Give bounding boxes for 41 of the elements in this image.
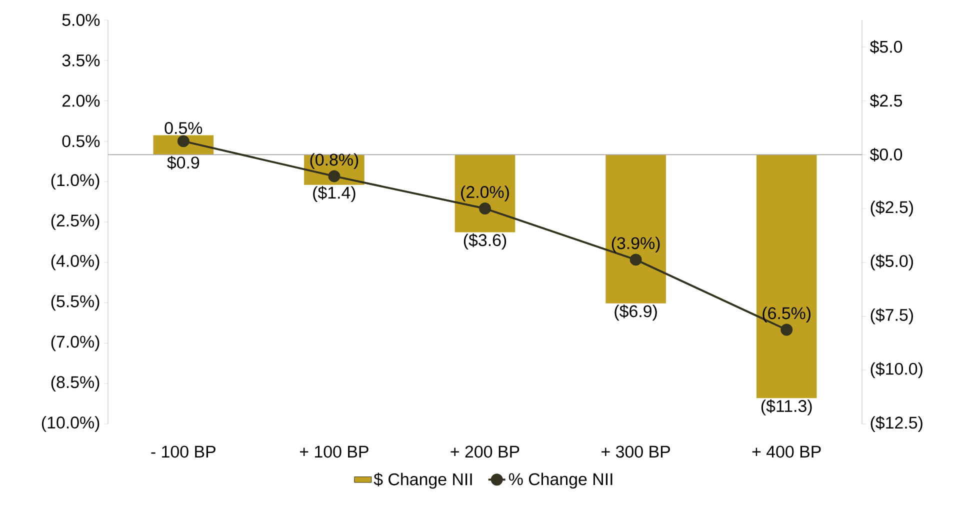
point	[479, 202, 491, 215]
y-tick-label: 2.0%	[62, 94, 100, 107]
y-tick-label: (2.5%)	[51, 214, 100, 230]
x-tick-label: - 100 BP	[151, 446, 216, 458]
y-tick-label: 0.5%	[62, 135, 100, 148]
data-label: $0.9	[167, 156, 200, 170]
data-label: (3.9%)	[612, 236, 660, 253]
y-tick-label: (10.0%)	[42, 416, 100, 432]
y-tick-label: (8.5%)	[51, 376, 100, 392]
y2-tick-label: ($2.5)	[870, 200, 913, 217]
data-label: (2.0%)	[461, 186, 509, 202]
x-tick-label: + 100 BP	[300, 446, 368, 458]
data-label: (6.5%)	[762, 306, 810, 323]
y-tick-label: (5.5%)	[51, 294, 100, 311]
y-tick-label: 5.0%	[62, 14, 100, 26]
y2-tick-label: $2.5	[870, 94, 902, 108]
legend-label: $ Change NII	[374, 472, 472, 489]
data-label: ($1.4)	[313, 186, 356, 202]
y-tick-label: 3.5%	[62, 54, 100, 66]
x-tick-label: + 200 BP	[450, 446, 520, 458]
y2-tick-label: $0.0	[870, 148, 902, 162]
y-tick-label: (4.0%)	[51, 254, 100, 270]
y-tick-label: (1.0%)	[51, 174, 100, 190]
y2-tick-label: ($12.5)	[870, 416, 922, 432]
y2-tick-label: ($5.0)	[870, 254, 913, 270]
point	[630, 254, 642, 266]
data-label: ($6.9)	[614, 304, 657, 321]
point	[177, 135, 190, 148]
legend-label: % Change NII	[508, 472, 612, 489]
data-label: ($3.6)	[464, 233, 506, 250]
y-tick-label: (7.0%)	[51, 335, 100, 352]
y2-tick-label: $5.0	[870, 40, 902, 54]
point	[328, 170, 340, 182]
y2-tick-label: ($7.5)	[870, 308, 913, 324]
data-label: ($11.3)	[761, 399, 812, 416]
x-tick-label: + 400 BP	[752, 446, 821, 458]
point	[780, 324, 793, 336]
x-tick-label: + 300 BP	[602, 446, 670, 458]
data-label: 0.5%	[164, 122, 202, 134]
data-label: (0.8%)	[310, 153, 358, 170]
y2-tick-label: ($10.0)	[870, 362, 922, 378]
